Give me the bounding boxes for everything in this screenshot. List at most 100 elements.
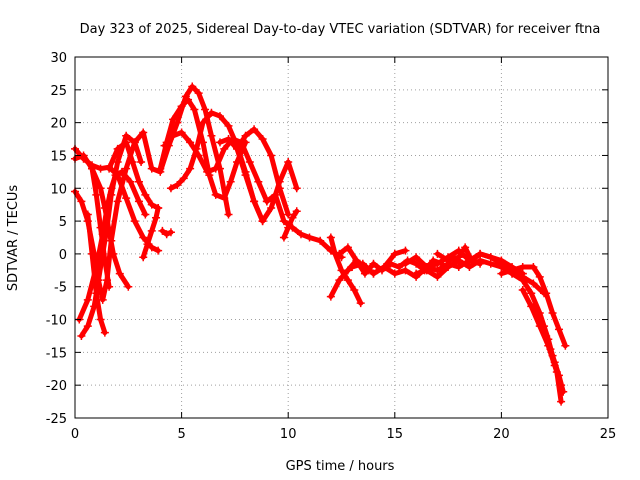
data-point: [292, 184, 301, 193]
data-point: [561, 341, 570, 350]
y-tick-label: 5: [59, 215, 67, 230]
x-tick-label: 10: [280, 427, 297, 442]
axis-ticks: 0 5 10 15 20 25 -25 -20 -15 -10 -5 0 5 10 15 20 25 30: [46, 51, 617, 442]
data-point: [254, 177, 263, 186]
data-point: [401, 259, 410, 268]
data-point: [554, 325, 563, 334]
data-point: [105, 282, 114, 291]
data-point: [497, 269, 506, 278]
data-point: [102, 203, 111, 212]
data-point: [358, 259, 367, 268]
data-point: [476, 249, 485, 258]
data-point: [141, 190, 150, 199]
data-point: [433, 272, 442, 281]
data-point: [215, 138, 224, 147]
data-point: [326, 292, 335, 301]
data-point: [527, 302, 536, 311]
series-arc6: [83, 210, 109, 337]
data-point: [557, 381, 566, 390]
data-point: [188, 82, 197, 91]
data-point: [88, 249, 97, 258]
data-point: [177, 128, 186, 137]
data-point: [548, 308, 557, 317]
data-point: [215, 112, 224, 121]
data-point: [401, 246, 410, 255]
data-point: [100, 328, 109, 337]
data-point: [250, 197, 259, 206]
series-trace: [217, 136, 300, 224]
data-point: [96, 315, 105, 324]
data-point: [113, 144, 122, 153]
data-point: [369, 269, 378, 278]
data-point: [258, 135, 267, 144]
series-trace: [434, 244, 526, 277]
data-point: [211, 164, 220, 173]
series-arc15: [233, 125, 293, 219]
data-point: [105, 164, 114, 173]
data-point: [207, 108, 216, 117]
data-point: [147, 200, 156, 209]
series-trace: [402, 248, 526, 277]
data-point: [284, 158, 293, 167]
data-point: [296, 230, 305, 239]
data-point: [137, 158, 146, 167]
data-point: [360, 269, 369, 278]
data-point: [122, 194, 131, 203]
x-tick-label: 25: [600, 427, 617, 442]
data-point: [271, 190, 280, 199]
series-arc17: [279, 207, 301, 242]
data-point: [544, 341, 553, 350]
data-point: [390, 249, 399, 258]
data-point: [154, 246, 163, 255]
data-point: [92, 190, 101, 199]
data-point: [220, 194, 229, 203]
data-point: [113, 197, 122, 206]
data-point: [542, 289, 551, 298]
data-point: [224, 135, 233, 144]
data-point: [559, 387, 568, 396]
data-point: [258, 217, 267, 226]
data-point: [152, 213, 161, 222]
data-point: [134, 177, 143, 186]
data-point: [100, 256, 109, 265]
x-tick-label: 0: [71, 427, 79, 442]
data-point: [486, 253, 495, 262]
data-point: [292, 207, 301, 216]
data-point: [173, 180, 182, 189]
data-point: [369, 259, 378, 268]
data-point: [233, 144, 242, 153]
y-tick-label: 20: [50, 117, 67, 132]
data-point: [508, 269, 517, 278]
data-point: [141, 210, 150, 219]
series-arc29: [518, 286, 566, 390]
data-point: [467, 256, 476, 265]
data-point: [335, 276, 344, 285]
data-point: [350, 286, 359, 295]
data-point: [279, 233, 288, 242]
data-point: [380, 263, 389, 272]
data-point: [316, 236, 325, 245]
data-point: [147, 164, 156, 173]
data-point: [305, 233, 314, 242]
y-tick-label: -10: [46, 314, 67, 329]
series-trace: [520, 287, 564, 388]
data-point: [122, 164, 131, 173]
data-point: [284, 210, 293, 219]
data-point: [126, 177, 135, 186]
x-tick-label: 5: [177, 427, 185, 442]
data-point: [262, 197, 271, 206]
data-point: [128, 158, 137, 167]
data-point: [203, 167, 212, 176]
series-arc26: [497, 263, 570, 350]
data-point: [275, 184, 284, 193]
data-point: [497, 256, 506, 265]
data-point: [461, 243, 470, 252]
data-point: [177, 102, 186, 111]
data-point: [518, 286, 527, 295]
data-point: [288, 213, 297, 222]
data-point: [211, 190, 220, 199]
data-point: [422, 266, 431, 275]
data-point: [130, 138, 139, 147]
data-point: [111, 171, 120, 180]
y-axis-label: SDTVAR / TECUs: [6, 185, 21, 292]
